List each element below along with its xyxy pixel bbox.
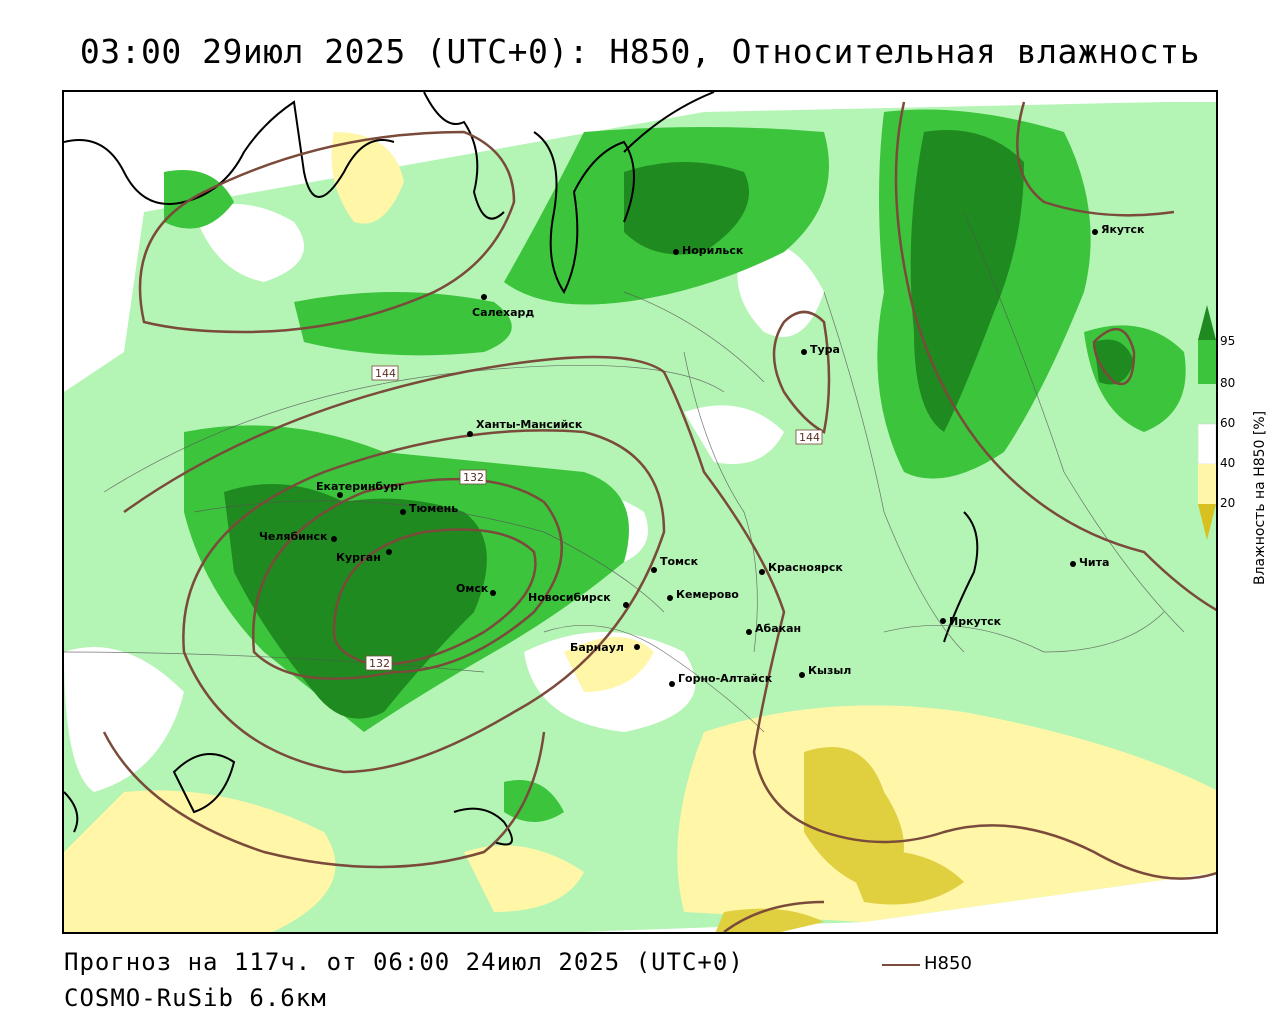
svg-text:Тюмень: Тюмень <box>409 502 458 515</box>
city-omsk: Омск <box>456 582 496 596</box>
contour-inner-132 <box>332 528 537 666</box>
contour-labels: 144 132 132 144 <box>365 365 823 671</box>
city-barnaul: Барнаул <box>570 641 640 654</box>
svg-text:Красноярск: Красноярск <box>768 561 843 574</box>
colorbar-tick-60: 60 <box>1220 416 1236 430</box>
contour-yakutsk-loop <box>1092 327 1136 386</box>
map-title: 03:00 29июл 2025 (UTC+0): H850, Относите… <box>79 32 1201 71</box>
svg-text:Барнаул: Барнаул <box>570 641 624 654</box>
admin-borders <box>64 211 1185 733</box>
city-abakan: Абакан <box>746 622 801 635</box>
svg-text:Иркутск: Иркутск <box>949 615 1002 628</box>
contour-south <box>102 731 546 869</box>
svg-text:132: 132 <box>369 657 390 670</box>
forecast-info: Прогноз на 117ч. от 06:00 24июл 2025 (UT… <box>64 948 744 976</box>
city-tomsk: Томск <box>651 555 699 573</box>
city-kemerovo: Кемерово <box>667 588 739 601</box>
svg-text:Салехард: Салехард <box>472 306 534 319</box>
city-gorno-altaysk: Горно-Алтайск <box>669 672 773 687</box>
model-name: COSMO-RuSib 6.6км <box>64 984 327 1012</box>
h850-legend-line <box>882 964 920 966</box>
svg-text:Горно-Алтайск: Горно-Алтайск <box>678 672 773 685</box>
svg-text:Ханты-Мансийск: Ханты-Мансийск <box>476 418 583 431</box>
svg-text:Новосибирск: Новосибирск <box>528 591 611 604</box>
svg-text:Курган: Курган <box>336 551 381 564</box>
humidity-map: 144 132 132 144 Норильск Якутск Салехард <box>64 92 1216 932</box>
colorbar-tick-20: 20 <box>1220 496 1236 510</box>
cities: Норильск Якутск Салехард Тура Ханты-Манс… <box>259 223 1145 687</box>
h850-contours <box>102 101 1216 932</box>
contour-tura-144 <box>772 310 831 434</box>
h850-legend-label: H850 <box>924 953 972 974</box>
colorbar-tick-40: 40 <box>1220 456 1236 470</box>
colorbar-tick-95: 95 <box>1220 334 1236 348</box>
svg-text:Тура: Тура <box>810 343 840 356</box>
contour-south-east <box>723 900 825 932</box>
contour-ring-132 <box>252 477 563 680</box>
colorbar-title: Влажность на H850 [%] <box>1252 410 1268 585</box>
contour-north <box>138 130 516 334</box>
city-khanty-mansiysk: Ханты-Мансийск <box>467 418 583 437</box>
city-irkutsk: Иркутск <box>940 615 1002 628</box>
city-tura: Тура <box>801 343 840 356</box>
humidity-very-dry-areas <box>715 747 964 932</box>
city-chelyabinsk: Челябинск <box>259 530 337 543</box>
svg-text:Абакан: Абакан <box>755 622 801 635</box>
city-krasnoyarsk: Красноярск <box>759 561 843 575</box>
colorbar <box>1198 305 1216 540</box>
city-ekaterinburg: Екатеринбург <box>316 480 404 498</box>
svg-text:Якутск: Якутск <box>1101 223 1145 236</box>
city-chita: Чита <box>1070 556 1109 569</box>
contour-ne <box>1016 101 1175 217</box>
contour-outer-144 <box>123 355 1216 880</box>
city-yakutsk: Якутск <box>1092 223 1145 236</box>
contour-east <box>894 101 1216 612</box>
coastlines <box>64 92 979 846</box>
svg-text:Кызыл: Кызыл <box>808 664 851 677</box>
svg-text:Норильск: Норильск <box>682 244 744 257</box>
city-tyumen: Тюмень <box>400 502 458 515</box>
svg-text:Екатеринбург: Екатеринбург <box>316 480 404 493</box>
svg-text:Томск: Томск <box>660 555 699 568</box>
city-kyzyl: Кызыл <box>799 664 851 678</box>
city-salekhard: Салехард <box>472 294 534 319</box>
svg-text:132: 132 <box>463 471 484 484</box>
colorbar-tick-80: 80 <box>1220 376 1236 390</box>
city-novosibirsk: Новосибирск <box>528 591 629 608</box>
svg-text:144: 144 <box>799 431 820 444</box>
contour-ring-1 <box>182 429 666 774</box>
svg-text:144: 144 <box>375 367 396 380</box>
svg-text:Омск: Омск <box>456 582 489 595</box>
svg-text:Чита: Чита <box>1079 556 1109 569</box>
city-norilsk: Норильск <box>673 244 744 257</box>
svg-text:Челябинск: Челябинск <box>259 530 328 543</box>
map-frame: 144 132 132 144 Норильск Якутск Салехард <box>62 90 1218 934</box>
city-kurgan: Курган <box>336 549 392 564</box>
svg-text:Кемерово: Кемерово <box>676 588 739 601</box>
